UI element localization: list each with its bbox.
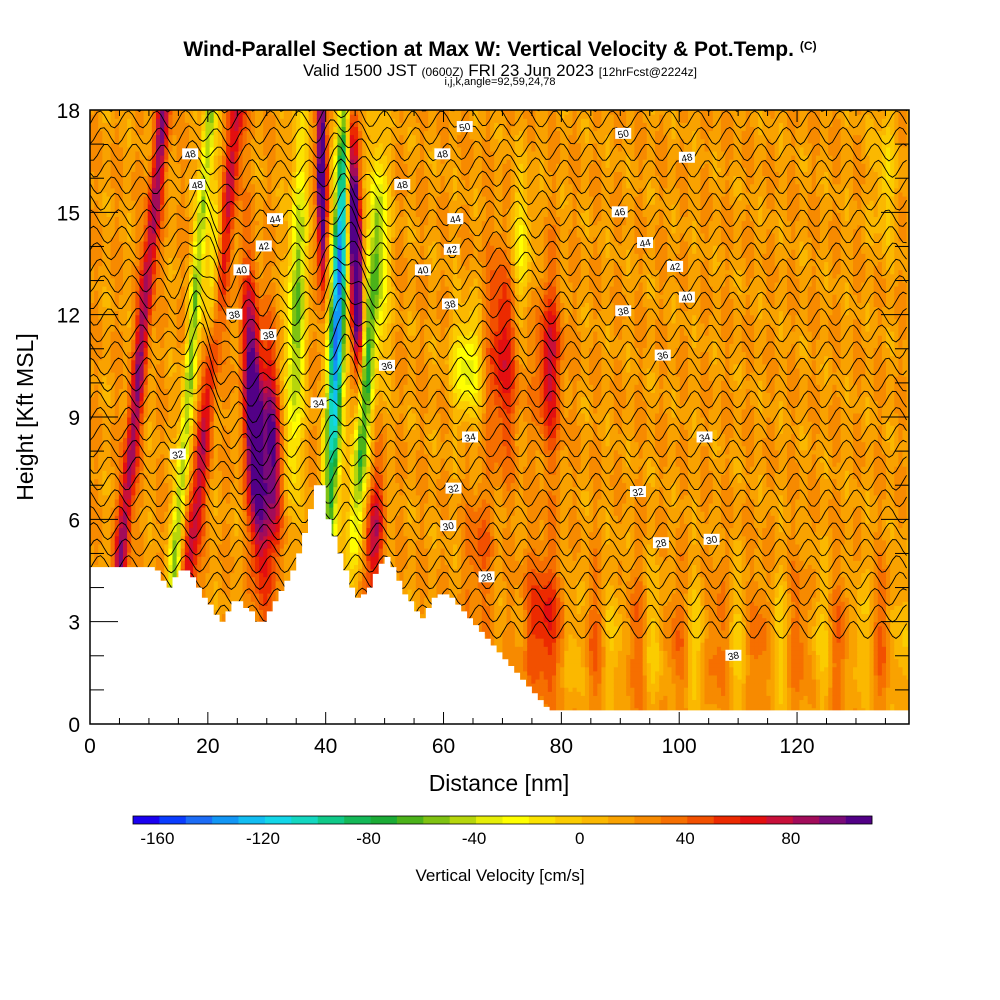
y-tick-label: 12 bbox=[57, 305, 80, 328]
x-tick-label: 20 bbox=[196, 735, 219, 758]
colorbar-tick-label: -40 bbox=[462, 829, 487, 848]
colorbar-swatch bbox=[265, 816, 292, 824]
colorbar-swatch bbox=[661, 816, 688, 824]
x-tick-label: 80 bbox=[550, 735, 573, 758]
colorbar-swatch bbox=[608, 816, 635, 824]
colorbar-label: Vertical Velocity [cm/s] bbox=[415, 866, 584, 885]
colorbar-swatch bbox=[529, 816, 556, 824]
x-tick-label: 100 bbox=[662, 735, 697, 758]
colorbar-swatch bbox=[846, 816, 873, 824]
colorbar-tick-label: -160 bbox=[140, 829, 174, 848]
colorbar-swatch bbox=[503, 816, 530, 824]
x-tick-label: 40 bbox=[314, 735, 337, 758]
colorbar: -160 -120 -80 -40 0 40 80 bbox=[133, 816, 872, 848]
x-axis-label: Distance [nm] bbox=[429, 770, 570, 796]
colorbar-swatch bbox=[634, 816, 661, 824]
colorbar-swatch bbox=[582, 816, 609, 824]
colorbar-swatch bbox=[555, 816, 582, 824]
colorbar-swatch bbox=[423, 816, 450, 824]
y-tick-label: 9 bbox=[68, 407, 80, 430]
y-tick-label: 0 bbox=[68, 714, 80, 737]
colorbar-swatch bbox=[371, 816, 398, 824]
colorbar-swatch bbox=[819, 816, 846, 824]
colorbar-tick-label: 40 bbox=[676, 829, 695, 848]
y-tick-label: 3 bbox=[68, 612, 80, 635]
colorbar-swatch bbox=[766, 816, 793, 824]
cross-section-chart: 505048484848484644 444442 424240 4040383838… bbox=[0, 0, 1000, 1000]
colorbar-swatch bbox=[239, 816, 266, 824]
y-tick-label: 6 bbox=[68, 509, 80, 532]
colorbar-swatch bbox=[291, 816, 318, 824]
colorbar-tick-label: -120 bbox=[246, 829, 280, 848]
colorbar-tick-label: 80 bbox=[781, 829, 800, 848]
colorbar-tick-label: -80 bbox=[356, 829, 381, 848]
x-tick-label: 60 bbox=[432, 735, 455, 758]
y-tick-label: 15 bbox=[57, 202, 80, 225]
colorbar-swatch bbox=[450, 816, 477, 824]
x-tick-label: 0 bbox=[84, 735, 96, 758]
colorbar-swatch bbox=[318, 816, 345, 824]
colorbar-tick-label: 0 bbox=[575, 829, 584, 848]
colorbar-swatch bbox=[159, 816, 186, 824]
colorbar-swatch bbox=[687, 816, 714, 824]
colorbar-swatch bbox=[186, 816, 213, 824]
colorbar-swatch bbox=[740, 816, 767, 824]
x-tick-label: 120 bbox=[780, 735, 815, 758]
y-tick-label: 18 bbox=[57, 100, 80, 123]
colorbar-swatch bbox=[212, 816, 239, 824]
colorbar-swatch bbox=[344, 816, 371, 824]
colorbar-swatch bbox=[793, 816, 820, 824]
colorbar-swatch bbox=[397, 816, 424, 824]
colorbar-swatch bbox=[133, 816, 160, 824]
colorbar-swatch bbox=[714, 816, 741, 824]
y-axis-label: Height [Kft MSL] bbox=[12, 333, 38, 500]
colorbar-swatch bbox=[476, 816, 503, 824]
